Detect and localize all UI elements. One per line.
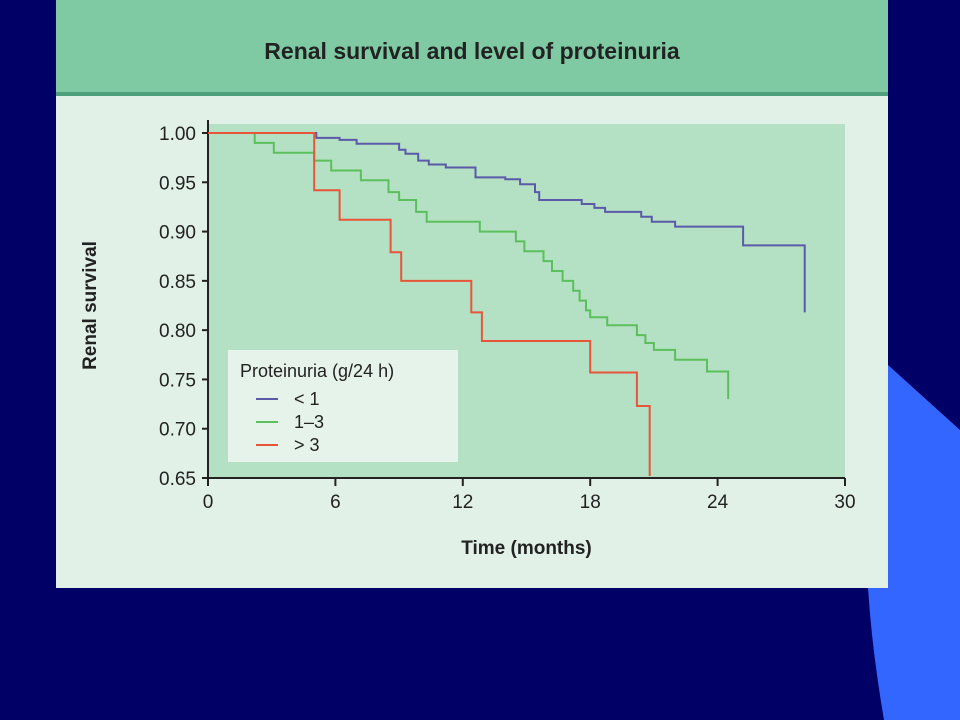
legend-title: Proteinuria (g/24 h) <box>240 361 394 381</box>
series-line-2 <box>208 132 730 400</box>
y-tick-label: 1.00 <box>159 124 196 145</box>
y-tick-label: 0.75 <box>159 370 196 391</box>
figure-panel: Renal survival and level of proteinuria … <box>56 0 888 588</box>
x-tick-label: 12 <box>452 492 473 513</box>
series-line-3 <box>208 132 651 476</box>
y-tick-label: 0.85 <box>159 272 196 293</box>
legend-box <box>228 350 458 462</box>
y-tick-label: 0.95 <box>159 173 196 194</box>
x-axis-label: Time (months) <box>461 538 592 559</box>
x-tick-label: 18 <box>580 492 601 513</box>
chart-title: Renal survival and level of proteinuria <box>264 38 680 64</box>
x-tick-label: 24 <box>707 492 729 513</box>
legend-label-2: 1–3 <box>294 412 324 432</box>
y-tick-label: 0.65 <box>159 469 196 490</box>
chart-svg: 1.00 0.95 0.90 0.85 0.80 0.75 0.70 0.65 0 6 12 18 24… <box>80 120 856 559</box>
y-tick-label: 0.80 <box>159 321 196 342</box>
x-tick-label: 0 <box>203 492 214 513</box>
y-tick-label: 0.70 <box>159 420 196 441</box>
x-tick-label: 6 <box>330 492 341 513</box>
legend-label-1: < 1 <box>294 389 320 409</box>
x-tick-label: 30 <box>834 492 855 513</box>
legend-label-3: > 3 <box>294 435 320 455</box>
y-tick-label: 0.90 <box>159 223 196 244</box>
title-band: Renal survival and level of proteinuria <box>56 0 888 96</box>
series-line-1 <box>208 132 806 313</box>
y-axis-label: Renal survival <box>80 241 101 370</box>
